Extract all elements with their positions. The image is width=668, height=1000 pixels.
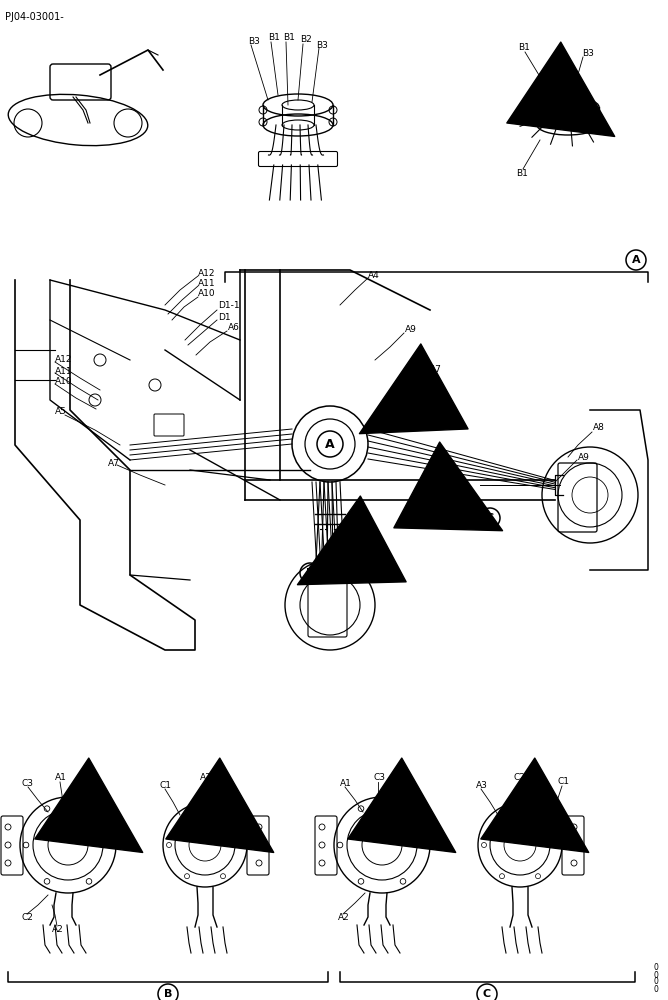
Text: A3: A3 <box>200 774 212 782</box>
Text: 0: 0 <box>653 964 659 972</box>
Text: A9: A9 <box>578 452 590 462</box>
Text: B1: B1 <box>516 168 528 178</box>
Text: A: A <box>632 255 641 265</box>
Text: A9: A9 <box>405 326 417 334</box>
Text: B3: B3 <box>582 48 594 57</box>
Text: B1: B1 <box>518 43 530 52</box>
Text: A1: A1 <box>55 772 67 782</box>
Text: B1: B1 <box>268 33 280 42</box>
Text: A12: A12 <box>198 269 216 278</box>
Text: B: B <box>306 568 314 578</box>
Text: A11: A11 <box>55 366 73 375</box>
Text: C: C <box>483 989 491 999</box>
Text: B3: B3 <box>248 37 260 46</box>
Text: C2: C2 <box>22 914 34 922</box>
Text: C3: C3 <box>22 778 34 788</box>
Text: C1: C1 <box>160 780 172 790</box>
Text: A12: A12 <box>55 356 73 364</box>
Text: 0: 0 <box>653 978 659 986</box>
Text: C1: C1 <box>557 778 569 786</box>
Text: A10: A10 <box>198 290 216 298</box>
Text: 0: 0 <box>653 970 659 980</box>
Text: D1-1: D1-1 <box>218 302 240 310</box>
Text: A2: A2 <box>338 914 350 922</box>
Text: B: B <box>164 989 172 999</box>
Text: A7: A7 <box>430 365 442 374</box>
Text: C2: C2 <box>514 774 526 782</box>
Text: 0: 0 <box>653 984 659 994</box>
Text: A5: A5 <box>55 408 67 416</box>
Text: A1: A1 <box>340 778 352 788</box>
Text: D1: D1 <box>218 312 230 322</box>
Text: A2: A2 <box>52 926 63 934</box>
Text: B1: B1 <box>283 33 295 42</box>
Text: A10: A10 <box>55 377 73 386</box>
Text: A: A <box>325 438 335 450</box>
Text: A4: A4 <box>368 270 379 279</box>
Text: A8: A8 <box>593 424 605 432</box>
Text: B3: B3 <box>316 40 328 49</box>
Text: A6: A6 <box>228 324 240 332</box>
Text: A3: A3 <box>476 780 488 790</box>
Text: C3: C3 <box>373 772 385 782</box>
Text: C: C <box>486 513 494 523</box>
Text: B2: B2 <box>300 35 312 44</box>
Text: A11: A11 <box>198 279 216 288</box>
Text: PJ04-03001-: PJ04-03001- <box>5 12 63 22</box>
Text: A7: A7 <box>108 458 120 468</box>
